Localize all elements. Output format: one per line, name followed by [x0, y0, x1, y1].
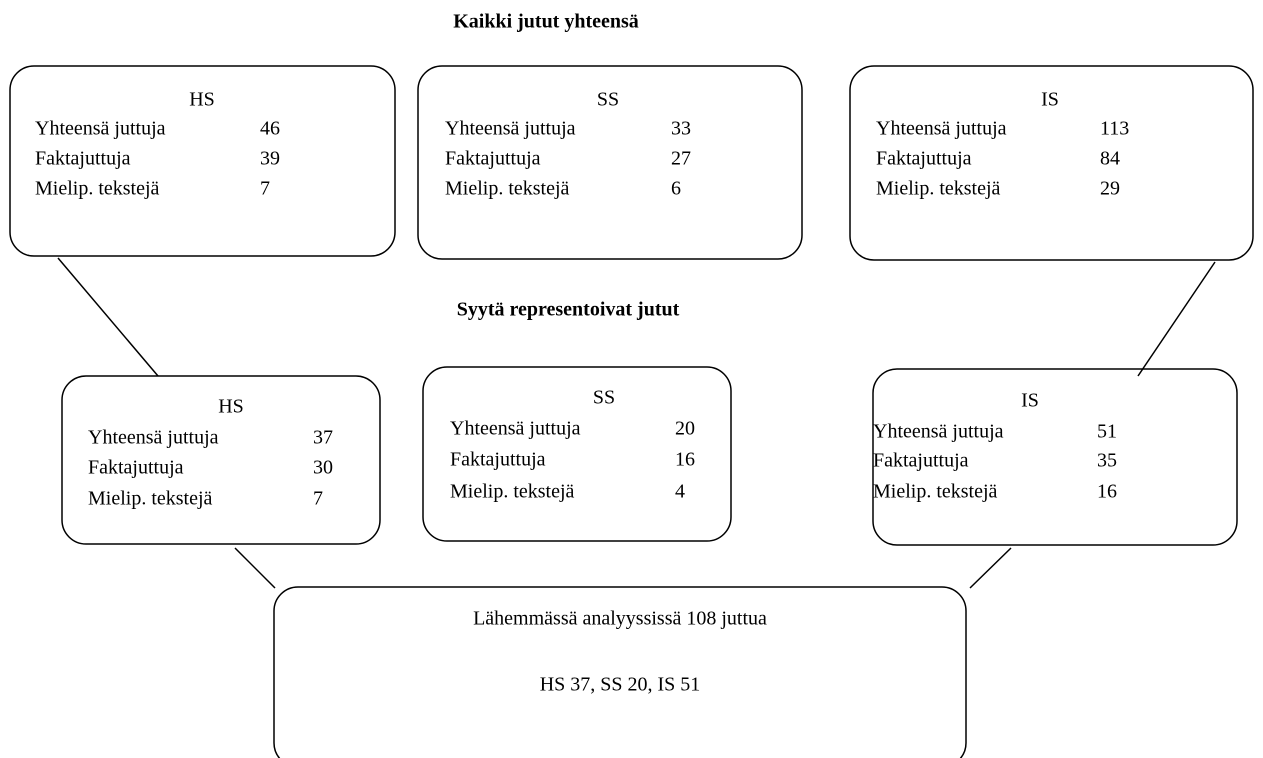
row-value: 6 — [671, 178, 681, 200]
box-title: SS — [597, 89, 619, 111]
row-value: 4 — [675, 481, 685, 503]
connector — [969, 547, 1012, 589]
box-title: IS — [1021, 390, 1039, 412]
row-value: 20 — [675, 418, 695, 440]
connector — [234, 547, 276, 589]
box — [417, 65, 803, 260]
row-label: Faktajuttuja — [876, 148, 972, 170]
row-label: Mielip. tekstejä — [445, 178, 570, 200]
box-title: IS — [1041, 89, 1059, 111]
row-label: Faktajuttuja — [88, 457, 184, 479]
connector — [57, 257, 159, 377]
row-label: Yhteensä juttuja — [876, 118, 1007, 140]
row-value: 29 — [1100, 178, 1120, 200]
row-label: Mielip. tekstejä — [876, 178, 1001, 200]
row-label: Mielip. tekstejä — [450, 481, 575, 503]
row-value: 16 — [675, 449, 695, 471]
row-label: Yhteensä juttuja — [873, 421, 1004, 443]
box — [422, 366, 732, 542]
row-value: 35 — [1097, 450, 1117, 472]
box-title: HS — [218, 396, 244, 418]
row-value: 27 — [671, 148, 691, 170]
summary-line: HS 37, SS 20, IS 51 — [540, 674, 701, 696]
box-title: SS — [593, 387, 615, 409]
row-label: Faktajuttuja — [445, 148, 541, 170]
row-value: 113 — [1100, 118, 1129, 140]
row-value: 37 — [313, 427, 333, 449]
summary-box — [273, 586, 967, 758]
row-label: Yhteensä juttuja — [88, 427, 219, 449]
row-label: Yhteensä juttuja — [35, 118, 166, 140]
heading: Syytä representoivat jutut — [457, 299, 680, 321]
heading: Kaikki jutut yhteensä — [453, 11, 639, 33]
row-label: Mielip. tekstejä — [88, 488, 213, 510]
row-label: Faktajuttuja — [35, 148, 131, 170]
row-value: 7 — [313, 488, 323, 510]
row-label: Mielip. tekstejä — [35, 178, 160, 200]
row-value: 7 — [260, 178, 270, 200]
summary-line: Lähemmässä analyyssissä 108 juttua — [473, 608, 767, 630]
box-title: HS — [189, 89, 215, 111]
box — [61, 375, 381, 545]
row-value: 33 — [671, 118, 691, 140]
box — [849, 65, 1254, 261]
row-label: Yhteensä juttuja — [445, 118, 576, 140]
row-value: 30 — [313, 457, 333, 479]
connector — [1137, 261, 1216, 377]
row-label: Yhteensä juttuja — [450, 418, 581, 440]
row-label: Mielip. tekstejä — [873, 481, 998, 503]
box — [9, 65, 396, 257]
row-value: 39 — [260, 148, 280, 170]
box — [872, 368, 1238, 546]
row-value: 16 — [1097, 481, 1117, 503]
row-value: 51 — [1097, 421, 1117, 443]
row-value: 84 — [1100, 148, 1120, 170]
row-value: 46 — [260, 118, 280, 140]
row-label: Faktajuttuja — [873, 450, 969, 472]
row-label: Faktajuttuja — [450, 449, 546, 471]
